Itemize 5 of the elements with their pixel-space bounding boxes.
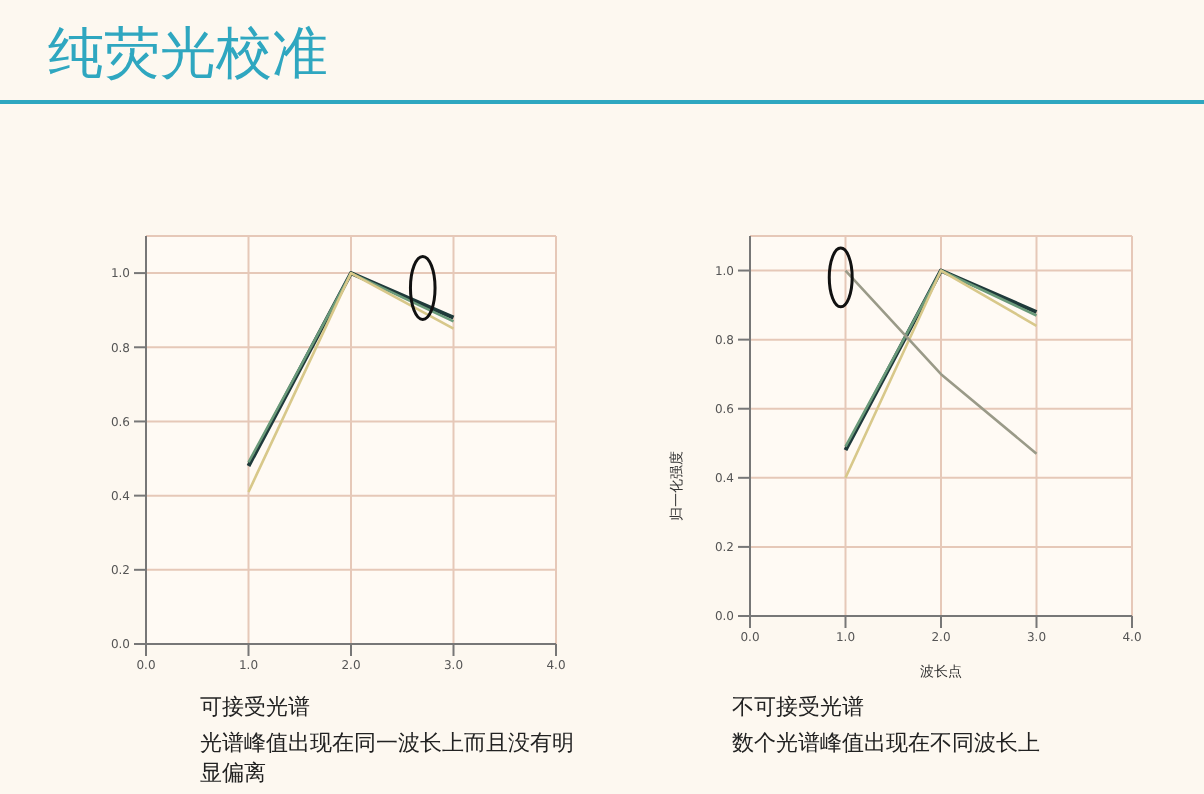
text: 可接受光谱 <box>200 692 312 722</box>
text: 不可接受光谱 <box>732 692 866 722</box>
chart-title: 纯荧光校准 <box>48 18 328 90</box>
text: 光谱峰值出现在同一波长上而且没有明显偏离 <box>200 728 576 788</box>
text: 数个光谱峰值出现在不同波长上 <box>732 728 1042 758</box>
